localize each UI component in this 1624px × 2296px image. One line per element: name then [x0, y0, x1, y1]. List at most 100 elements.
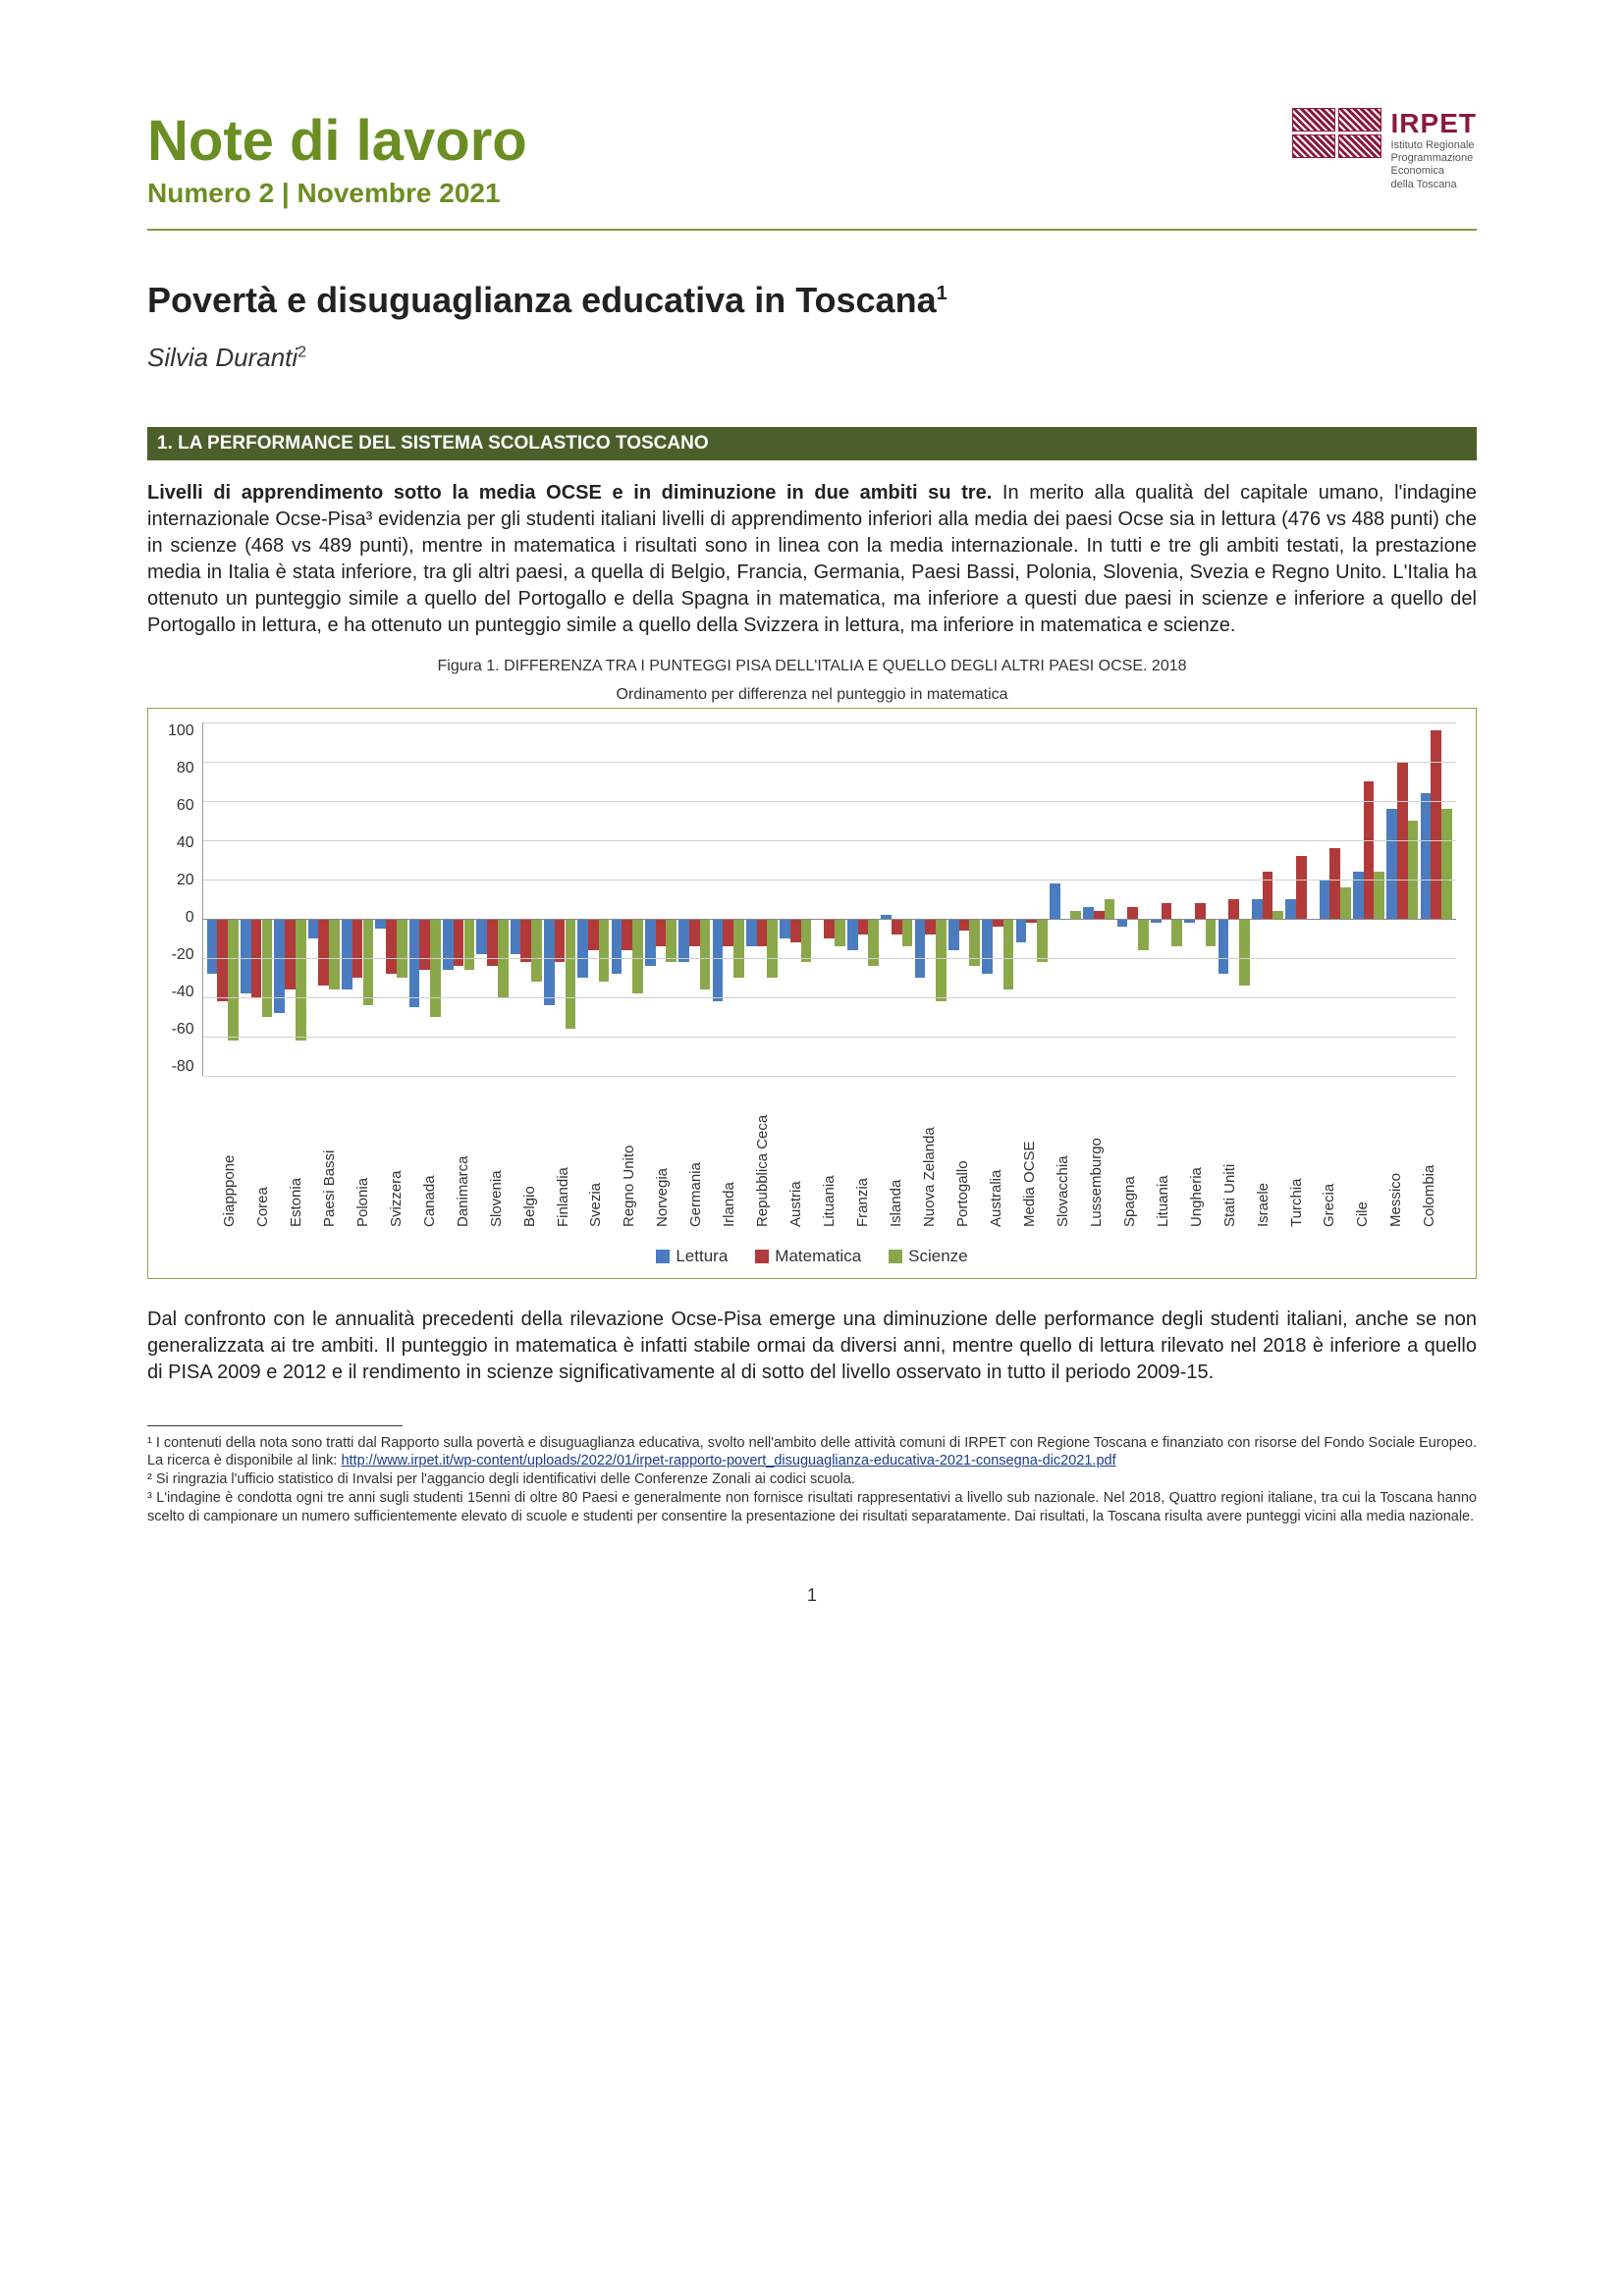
bar: [656, 919, 667, 946]
bar: [577, 919, 588, 978]
bar: [1340, 887, 1351, 919]
bar: [397, 919, 407, 978]
bar: [1364, 781, 1375, 919]
bar: [566, 919, 576, 1029]
bar: [1195, 903, 1206, 919]
bar: [511, 919, 521, 954]
bar: [555, 919, 566, 962]
bar: [847, 919, 858, 950]
legend-item-scienze: Scienze: [889, 1247, 967, 1266]
paragraph-2: Dal confronto con le annualità precedent…: [147, 1307, 1477, 1386]
x-tick-label: Spagna: [1121, 1076, 1153, 1233]
x-tick-label: Cile: [1354, 1076, 1385, 1233]
bar-group: [1285, 722, 1317, 1076]
bar: [1285, 899, 1296, 919]
figure-1-caption-line2: Ordinamento per differenza nel punteggio…: [147, 685, 1477, 706]
bar: [217, 919, 228, 1001]
footnote-2: ² Si ringrazia l'ufficio statistico di I…: [147, 1470, 1477, 1489]
x-tick-label: Giapppone: [221, 1076, 252, 1233]
bar: [241, 919, 251, 993]
bar: [612, 919, 623, 974]
bar: [363, 919, 374, 1005]
bar-group: [308, 722, 340, 1076]
bar: [1228, 899, 1239, 919]
x-tick-label: Belgio: [521, 1076, 553, 1233]
irpet-logo: IRPET Istituto Regionale Programmazione …: [1292, 108, 1477, 191]
legend-item-lettura: Lettura: [656, 1247, 728, 1266]
x-tick-label: Slovacchia: [1055, 1076, 1086, 1233]
bar-group: [1184, 722, 1216, 1076]
bar: [599, 919, 610, 982]
bar: [936, 919, 947, 1001]
bar: [915, 919, 926, 978]
bar: [1296, 856, 1307, 919]
y-tick-label: 80: [177, 760, 194, 777]
page-number: 1: [147, 1585, 1477, 1606]
bar: [689, 919, 700, 946]
bar-group: [1421, 722, 1452, 1076]
x-tick-label: Islanda: [888, 1076, 919, 1233]
bar-group: [274, 722, 305, 1076]
bar-group: [1252, 722, 1283, 1076]
footnote-3: ³ L'indagine è condotta ogni tre anni su…: [147, 1489, 1477, 1526]
bar: [892, 919, 902, 934]
bar: [318, 919, 329, 986]
bar: [409, 919, 420, 1007]
bar-group: [1320, 722, 1351, 1076]
bar: [352, 919, 363, 978]
bar-group: [511, 722, 542, 1076]
y-tick-label: 100: [168, 722, 194, 740]
x-tick-label: Franzia: [854, 1076, 886, 1233]
x-tick-label: Paesi Bassi: [321, 1076, 352, 1233]
bar: [1094, 911, 1105, 919]
bar: [801, 919, 812, 962]
bar: [207, 919, 218, 974]
x-tick-label: Svizzera: [388, 1076, 419, 1233]
y-tick-label: 40: [177, 834, 194, 852]
bar: [723, 919, 733, 946]
bar-group: [241, 722, 272, 1076]
bar: [993, 919, 1003, 927]
bar: [1083, 907, 1094, 919]
x-tick-label: Colombia: [1421, 1076, 1452, 1233]
bar: [308, 919, 319, 938]
bar-group: [375, 722, 406, 1076]
x-tick-label: Danimarca: [455, 1076, 486, 1233]
bar-group: [1083, 722, 1114, 1076]
bar-group: [678, 722, 710, 1076]
bar: [1272, 911, 1283, 919]
bar: [700, 919, 711, 989]
bar: [824, 919, 835, 938]
bar: [228, 919, 239, 1041]
bar: [531, 919, 542, 982]
bar: [622, 919, 632, 950]
logo-pattern-icon: [1292, 108, 1381, 158]
x-tick-label: Lituania: [1155, 1076, 1186, 1233]
bar-group: [780, 722, 811, 1076]
bar-group: [847, 722, 879, 1076]
bar-group: [207, 722, 239, 1076]
x-tick-label: Nuova Zelanda: [921, 1076, 952, 1233]
bar: [1441, 809, 1452, 919]
bar-group: [1386, 722, 1418, 1076]
x-tick-label: Repubblica Ceca: [754, 1076, 785, 1233]
bar: [544, 919, 555, 1005]
bar: [1206, 919, 1217, 946]
footnote-1-link[interactable]: http://www.irpet.it/wp-content/uploads/2…: [341, 1453, 1115, 1468]
y-tick-label: -60: [172, 1021, 194, 1039]
bar-group: [645, 722, 677, 1076]
bar: [375, 919, 386, 929]
x-tick-label: Canada: [421, 1076, 453, 1233]
x-tick-label: Corea: [254, 1076, 286, 1233]
series-subtitle: Numero 2 | Novembre 2021: [147, 178, 527, 209]
bar: [713, 919, 724, 1001]
bar-group: [577, 722, 609, 1076]
bar: [1320, 880, 1330, 919]
bar: [1127, 907, 1138, 919]
series-block: Note di lavoro Numero 2 | Novembre 2021: [147, 108, 527, 209]
y-tick-label: -40: [172, 984, 194, 1001]
y-tick-label: 60: [177, 797, 194, 815]
x-tick-label: Messico: [1387, 1076, 1419, 1233]
bar: [1037, 919, 1048, 962]
bar-group: [1050, 722, 1081, 1076]
